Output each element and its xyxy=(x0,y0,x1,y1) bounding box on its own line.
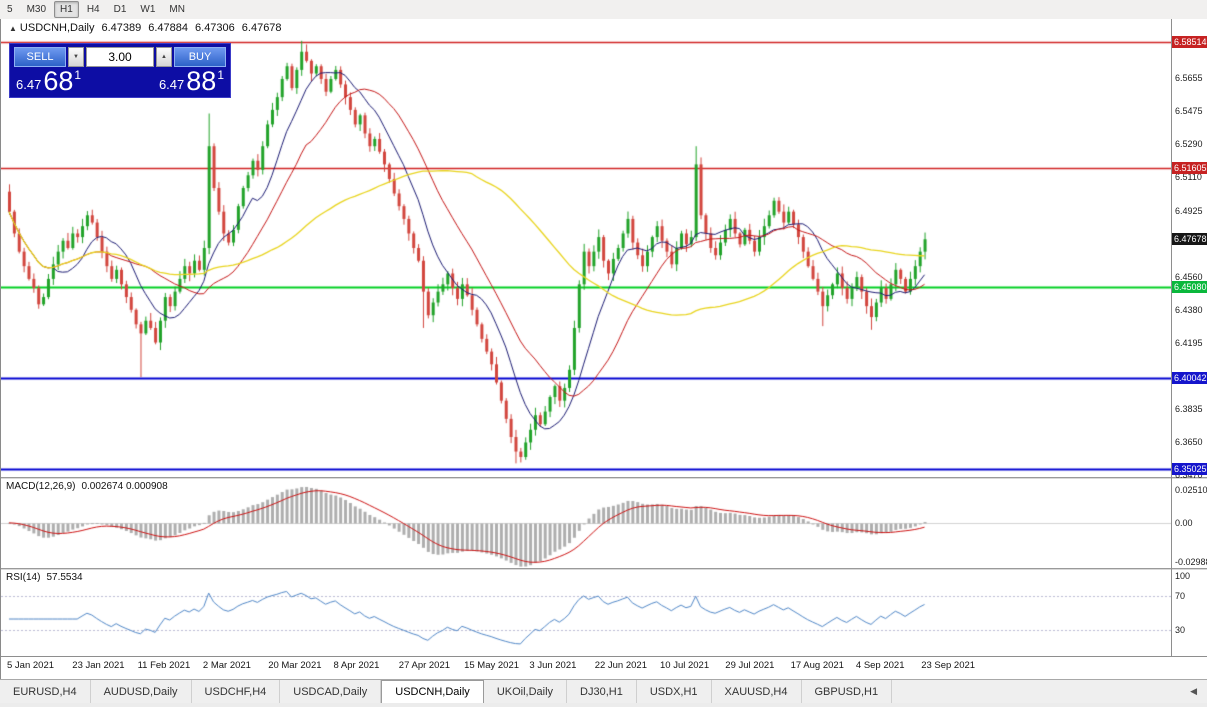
date-label: 29 Jul 2021 xyxy=(725,660,775,671)
date-label: 23 Jan 2021 xyxy=(72,660,125,671)
buy-price-big: 6.47 xyxy=(158,77,185,92)
sell-price-pips: 68 xyxy=(43,66,74,96)
price-tick: 6.5290 xyxy=(1175,139,1203,150)
price-tick: 6.4560 xyxy=(1175,272,1203,283)
sell-button[interactable]: SELL xyxy=(14,47,66,67)
macd-name: MACD(12,26,9) xyxy=(6,481,76,492)
chart-symbol-label: USDCNH,Daily xyxy=(19,22,95,34)
volume-up-button[interactable]: ▲ xyxy=(156,47,172,67)
date-label: 20 Mar 2021 xyxy=(268,660,322,671)
buy-price-display: 6.47 88 1 xyxy=(159,68,224,95)
macd-tick: 0.00 xyxy=(1175,517,1193,528)
chart-tab-xauusd-h4[interactable]: XAUUSD,H4 xyxy=(712,680,802,703)
panel-separator[interactable] xyxy=(1,477,1207,479)
time-axis-line xyxy=(1,656,1207,657)
ohlc-low: 6.47306 xyxy=(195,22,235,34)
date-label: 22 Jun 2021 xyxy=(594,660,647,671)
macd-tick: 0.02510 xyxy=(1175,484,1207,495)
one-click-trading-panel: SELL ▼ ▲ BUY 6.47 68 1 6.47 88 1 xyxy=(9,43,231,98)
price-tick: 6.5475 xyxy=(1175,105,1203,116)
tab-scroll-left-icon[interactable]: ◀ xyxy=(1190,686,1197,696)
ohlc-open: 6.47389 xyxy=(101,22,142,34)
period-button-mn[interactable]: MN xyxy=(169,4,185,15)
date-label: 11 Feb 2021 xyxy=(137,660,191,671)
price-marker: 6.40042 xyxy=(1172,372,1207,385)
price-marker: 6.45080 xyxy=(1172,280,1207,293)
chart-tab-bar: EURUSD,H4 AUDUSD,Daily USDCHF,H4 USDCAD,Dai… xyxy=(0,679,1207,703)
chart-tab-usdcad-daily[interactable]: USDCAD,Daily xyxy=(280,680,382,703)
price-tick: 6.5110 xyxy=(1175,172,1202,183)
date-label: 17 Aug 2021 xyxy=(790,660,844,671)
ohlc-high: 6.47884 xyxy=(148,22,189,34)
price-marker: 6.47678 xyxy=(1172,233,1207,246)
period-button-d1[interactable]: D1 xyxy=(113,4,127,15)
price-tick: 6.3835 xyxy=(1175,403,1203,414)
rsi-tick: 70 xyxy=(1175,590,1186,601)
chevron-up-icon: ▲ xyxy=(161,54,167,60)
date-label: 8 Apr 2021 xyxy=(333,660,380,671)
buy-price-pips: 88 xyxy=(186,66,217,96)
date-label: 27 Apr 2021 xyxy=(398,660,451,671)
date-label: 5 Jan 2021 xyxy=(7,660,55,671)
price-marker: 6.35025 xyxy=(1172,463,1207,476)
chart-tab-ukoil-daily[interactable]: UKOil,Daily xyxy=(484,680,568,703)
price-tick: 6.3650 xyxy=(1175,437,1203,448)
volume-input[interactable] xyxy=(86,47,154,67)
macd-label: MACD(12,26,9) 0.002674 0.000908 xyxy=(6,481,174,492)
panel-separator[interactable] xyxy=(1,568,1207,570)
period-button-m30[interactable]: M30 xyxy=(26,4,47,15)
date-label: 4 Sep 2021 xyxy=(855,660,905,671)
macd-values: 0.002674 0.000908 xyxy=(81,481,168,492)
rsi-tick: 30 xyxy=(1175,625,1186,636)
chart-tab-gbpusd-h1[interactable]: GBPUSD,H1 xyxy=(802,680,893,703)
date-label: 15 May 2021 xyxy=(464,660,520,671)
price-marker: 6.58514 xyxy=(1172,36,1207,49)
chart-tab-usdchf-h4[interactable]: USDCHF,H4 xyxy=(192,680,281,703)
date-label: 10 Jul 2021 xyxy=(660,660,710,671)
chart-area: ▲ USDCNH,Daily 6.47389 6.47884 6.47306 6.4767… xyxy=(0,19,1207,679)
period-button-h4[interactable]: H4 xyxy=(86,4,100,15)
chevron-down-icon: ▼ xyxy=(73,54,79,60)
chart-tab-audusd-daily[interactable]: AUDUSD,Daily xyxy=(91,680,192,703)
buy-button[interactable]: BUY xyxy=(174,47,226,67)
chart-tab-eurusd-h4[interactable]: EURUSD,H4 xyxy=(0,680,91,703)
price-tick: 6.4195 xyxy=(1175,338,1203,349)
period-button-w1[interactable]: W1 xyxy=(140,4,156,15)
sell-price-point: 1 xyxy=(74,68,82,82)
date-label: 23 Sep 2021 xyxy=(921,660,976,671)
price-marker: 6.51605 xyxy=(1172,161,1207,174)
timeframe-buttons: 5 M30 H1 H4 D1 W1 MN xyxy=(0,1,192,18)
date-label: 2 Mar 2021 xyxy=(202,660,251,671)
chart-tab-usdcnh-daily[interactable]: USDCNH,Daily xyxy=(381,680,484,703)
macd-panel-canvas[interactable] xyxy=(1,479,1171,568)
rsi-label: RSI(14) 57.5534 xyxy=(6,572,89,583)
chart-title-ohlc: ▲ USDCNH,Daily 6.47389 6.47884 6.47306 6.4767… xyxy=(9,22,289,34)
rsi-panel-canvas[interactable] xyxy=(1,570,1171,656)
ohlc-close: 6.47678 xyxy=(241,22,282,34)
date-label: 3 Jun 2021 xyxy=(529,660,577,671)
period-button-h1[interactable]: H1 xyxy=(54,1,79,18)
rsi-tick: 100 xyxy=(1175,571,1191,581)
price-tick: 6.5655 xyxy=(1175,73,1203,84)
sell-price-display: 6.47 68 1 xyxy=(16,68,81,95)
macd-tick: -0.02988 xyxy=(1175,556,1207,567)
chart-tab-usdx-h1[interactable]: USDX,H1 xyxy=(637,680,712,703)
buy-price-point: 1 xyxy=(217,68,224,82)
price-tick: 6.4380 xyxy=(1175,304,1203,315)
volume-down-button[interactable]: ▼ xyxy=(68,47,84,67)
period-button-5[interactable]: 5 xyxy=(7,4,13,15)
rsi-value: 57.5534 xyxy=(46,572,83,583)
price-axis-line xyxy=(1171,19,1172,657)
price-tick: 6.4925 xyxy=(1175,205,1203,216)
chart-arrow-icon: ▲ xyxy=(9,24,17,33)
sell-price-big: 6.47 xyxy=(16,77,42,92)
chart-tab-dj30-h1[interactable]: DJ30,H1 xyxy=(567,680,637,703)
timeframe-toolbar: 5 M30 H1 H4 D1 W1 MN xyxy=(0,0,1207,20)
rsi-name: RSI(14) xyxy=(6,572,41,583)
tab-bar-spacer xyxy=(892,680,1180,703)
